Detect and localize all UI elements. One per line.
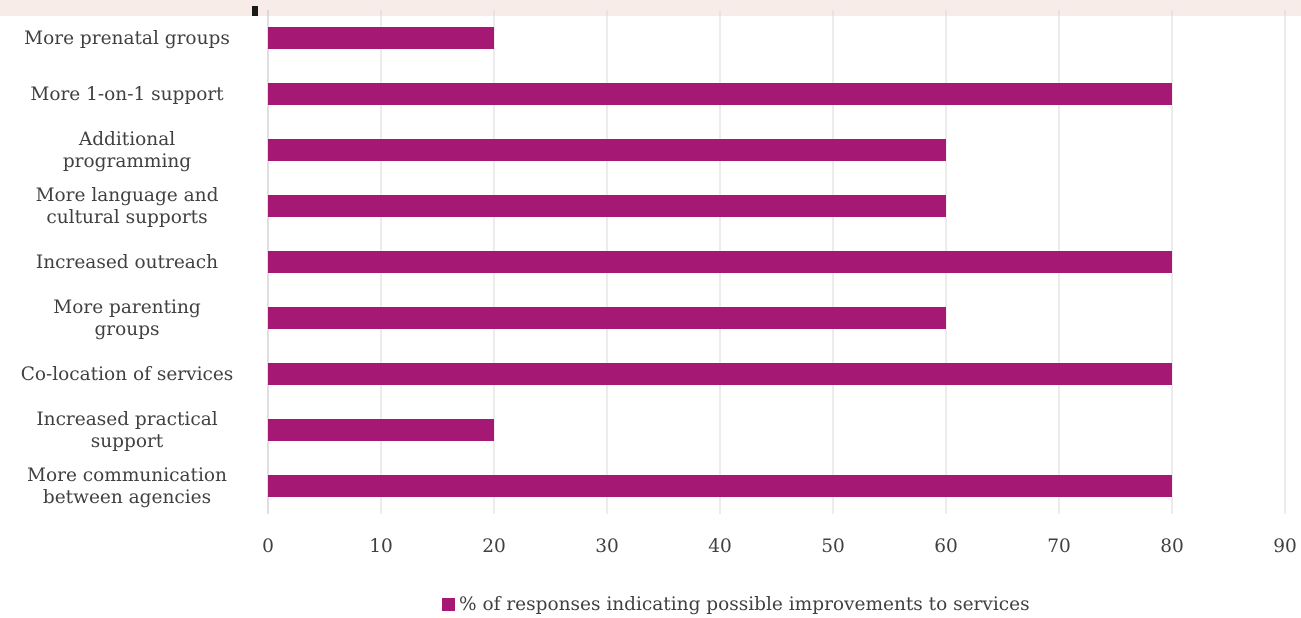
- bar: [268, 139, 946, 161]
- x-tick-label: 80: [1160, 536, 1184, 557]
- x-tick-label: 0: [262, 536, 274, 557]
- top-band: [0, 0, 1301, 16]
- legend-label: % of responses indicating possible impro…: [459, 594, 1030, 615]
- bar: [268, 251, 1172, 273]
- category-label: More communication between agencies: [27, 465, 227, 508]
- category-label: More parenting groups: [53, 297, 201, 340]
- category-label: Co-location of services: [21, 364, 234, 385]
- bar-chart: 0 10 20 30 40 50 60 70 80 90 More prenatal groups M…: [21, 10, 1297, 557]
- x-tick-label: 20: [482, 536, 506, 557]
- category-label: Increased practical support: [36, 409, 217, 452]
- bar: [268, 419, 494, 441]
- bar: [268, 475, 1172, 497]
- bar: [268, 27, 494, 49]
- x-tick-label: 90: [1273, 536, 1297, 557]
- x-tick-label: 50: [821, 536, 845, 557]
- category-label: Increased outreach: [36, 252, 218, 273]
- bar: [268, 307, 946, 329]
- category-label: More prenatal groups: [24, 28, 230, 49]
- x-tick-label: 10: [369, 536, 393, 557]
- x-tick-label: 40: [708, 536, 732, 557]
- category-label: More language and cultural supports: [36, 185, 219, 228]
- x-tick-label: 70: [1047, 536, 1071, 557]
- x-tick-label: 30: [595, 536, 619, 557]
- legend: % of responses indicating possible impro…: [442, 594, 1030, 615]
- bar: [268, 195, 946, 217]
- category-label: Additional programming: [63, 129, 191, 172]
- x-tick-label: 60: [934, 536, 958, 557]
- category-label: More 1-on-1 support: [30, 84, 224, 105]
- bar: [268, 83, 1172, 105]
- title-fragment: [252, 6, 258, 16]
- legend-swatch: [442, 598, 455, 611]
- bar: [268, 363, 1172, 385]
